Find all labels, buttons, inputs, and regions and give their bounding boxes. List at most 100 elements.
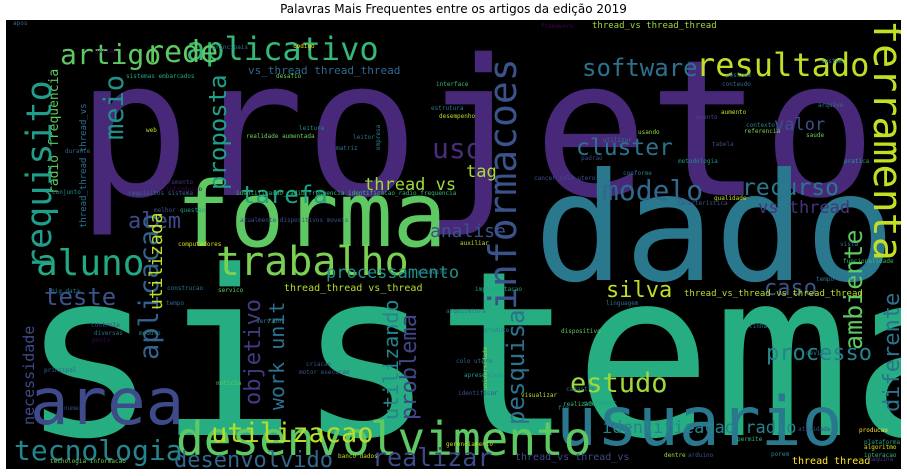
cloud-word: utilizacao: [211, 418, 374, 449]
cloud-word: radio frequencia: [47, 69, 62, 194]
cloud-word: gestao: [95, 48, 117, 55]
cloud-word: sistemas embarcados: [126, 73, 195, 80]
cloud-word: thread_vs thread_thread: [592, 21, 717, 31]
cloud-word: tag: [466, 162, 497, 182]
cloud-word: introducao: [166, 186, 203, 193]
cloud-word: desenvolvimento: [176, 412, 591, 466]
cloud-word: possuem: [726, 72, 752, 79]
cloud-word: interacao: [864, 452, 897, 459]
cloud-word: meio: [99, 75, 130, 140]
cloud-word: thread_vs thread_vs: [515, 452, 629, 463]
cloud-word: realizar: [372, 443, 492, 469]
cloud-word: identificar: [458, 390, 498, 397]
cloud-word: valor: [774, 115, 825, 135]
cloud-word: thread_thread thread_vs: [79, 103, 89, 228]
cloud-word: ferramenta: [864, 20, 901, 261]
cloud-word: big data: [51, 288, 80, 295]
cloud-word: processamento: [326, 263, 459, 283]
cloud-word: requisito: [20, 80, 60, 270]
cloud-word: tecnologia: [14, 434, 183, 467]
cloud-word: desenvolvido: [174, 448, 333, 469]
cloud-word: estudo: [570, 368, 668, 399]
word-cloud-background: [6, 20, 901, 469]
cloud-word: utilizada: [146, 212, 167, 310]
cloud-word: servidor: [256, 318, 285, 325]
cloud-word: work unit: [265, 302, 289, 410]
cloud-word: tempo: [166, 300, 184, 307]
cloud-word: modulo: [139, 330, 161, 337]
cloud-word: permite: [737, 436, 763, 443]
cloud-word: linguagem: [606, 300, 639, 307]
cloud-word: construcao: [167, 285, 204, 292]
cloud-word: conjunto: [52, 189, 81, 196]
cloud-word: silva: [606, 278, 672, 303]
cloud-word: plataforma: [864, 439, 901, 446]
cloud-word: analise: [430, 221, 506, 242]
word-cloud: sistemaprojetodadoformausuarioareadesenv…: [6, 20, 901, 469]
cloud-word: matriz: [336, 145, 358, 152]
cloud-word: questao: [180, 207, 206, 214]
cloud-word: usuario: [556, 383, 843, 462]
cloud-word: realidade aumentada: [246, 133, 315, 140]
cloud-word: problema: [397, 314, 422, 420]
cloud-word: principal: [44, 367, 77, 374]
cloud-word: contexto: [746, 122, 775, 129]
cloud-word: diversas: [94, 330, 123, 337]
cloud-word: referencia: [744, 128, 781, 135]
cloud-word: empresa: [375, 124, 382, 150]
cloud-word: criacao: [306, 361, 332, 368]
cloud-word: aplicativo: [186, 30, 379, 68]
cloud-word: principais: [212, 44, 249, 51]
cloud-word: rede: [146, 35, 218, 70]
cloud-word: maquina: [868, 456, 894, 463]
cloud-word: implementacao: [475, 286, 522, 293]
cloud-word: codigo: [293, 43, 315, 50]
words-layer: sistemaprojetodadoformausuarioareadesenv…: [13, 20, 901, 469]
cloud-word: projeto: [76, 20, 877, 240]
cloud-word: professor: [584, 400, 617, 407]
cloud-word: atualmente dispositivos moveis: [240, 217, 349, 224]
cloud-word: alem: [128, 209, 181, 234]
cloud-word: desempenho: [439, 113, 476, 120]
cloud-word: realizado: [563, 401, 596, 408]
cloud-word: identificacao radio: [602, 418, 796, 438]
cloud-word: devido: [806, 350, 828, 357]
cloud-word: processo: [766, 341, 872, 366]
cloud-word: forma: [176, 163, 447, 268]
cloud-word: sistema: [20, 223, 901, 469]
cloud-word: vs thread: [758, 198, 850, 218]
cloud-word: padrao: [581, 155, 603, 162]
cloud-word: artigo: [60, 38, 161, 71]
cloud-word: fim: [558, 405, 569, 412]
cloud-word: pesquisa: [502, 309, 530, 425]
cloud-word: utilizando: [379, 300, 403, 420]
cloud-word: estrutura: [431, 105, 464, 112]
cloud-word: producao: [859, 427, 888, 434]
cloud-word: web: [146, 127, 157, 134]
cloud-word: cluster: [576, 135, 673, 161]
cloud-word: necessidade: [20, 326, 38, 425]
cloud-word: ponto: [92, 337, 110, 344]
cloud-word: dado: [534, 142, 895, 316]
cloud-word: primeira: [418, 269, 447, 276]
cloud-word: numero: [64, 405, 86, 412]
cloud-word: gerenciamento: [446, 441, 493, 448]
cloud-word: utilizar: [603, 137, 632, 144]
cloud-word: apresentada: [464, 372, 504, 379]
cloud-word: tarefa: [241, 181, 328, 209]
cloud-word: tecnologia informacao: [50, 458, 126, 465]
cloud-word: dispositivo: [561, 328, 601, 335]
cloud-word: framework: [541, 23, 574, 30]
cloud-word: algoritmo: [864, 444, 897, 451]
cloud-word: identificacao_radio_frequencia identific…: [236, 190, 457, 197]
cloud-word: computadores: [178, 241, 222, 248]
cloud-word: vista: [840, 241, 858, 248]
cloud-word: area: [30, 366, 184, 440]
cloud-word: funcionalidade: [843, 258, 894, 265]
cloud-word: leitor: [353, 134, 375, 141]
cloud-word: pratica: [844, 158, 870, 165]
cloud-word: noticia: [216, 380, 242, 387]
cloud-word: ambiente: [839, 230, 868, 350]
cloud-word: aplicacao: [134, 214, 165, 360]
cloud-word: conforme: [623, 170, 652, 177]
